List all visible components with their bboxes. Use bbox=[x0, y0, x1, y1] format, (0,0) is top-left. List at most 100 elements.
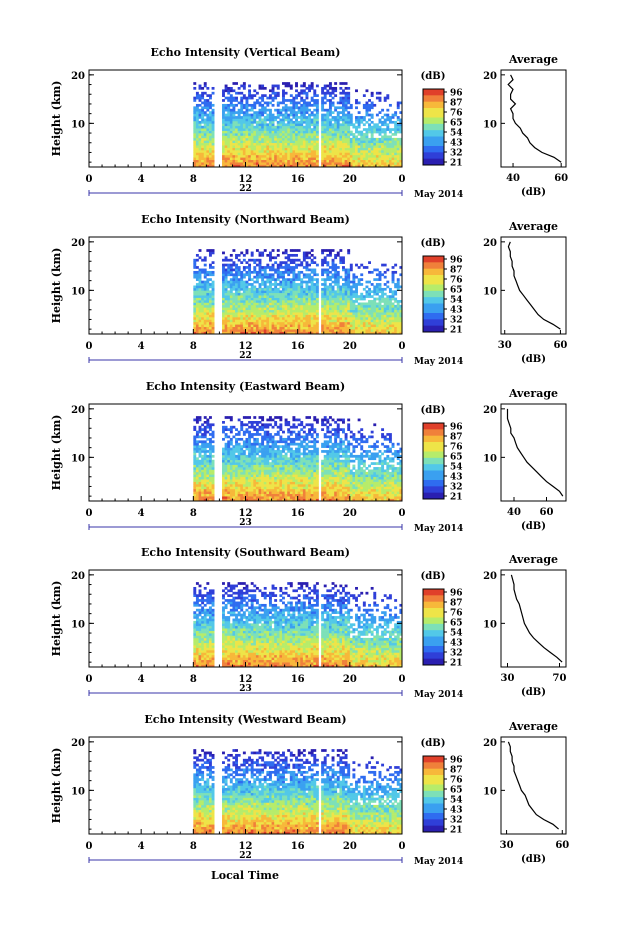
heatmap-cell bbox=[196, 143, 199, 146]
heatmap-cell bbox=[272, 162, 275, 165]
heatmap-cell bbox=[266, 133, 269, 136]
heatmap-cell bbox=[193, 317, 196, 320]
heatmap-cell bbox=[334, 87, 337, 90]
heatmap-cell bbox=[266, 150, 269, 153]
heatmap-cell bbox=[321, 160, 324, 163]
heatmap-cell bbox=[235, 469, 238, 472]
heatmap-cell bbox=[305, 266, 308, 269]
heatmap-cell bbox=[196, 465, 199, 468]
heatmap-cell bbox=[222, 298, 225, 301]
heatmap-cell bbox=[193, 126, 196, 129]
heatmap-cell bbox=[253, 460, 256, 463]
heatmap-cell bbox=[201, 486, 204, 489]
heatmap-cell bbox=[225, 281, 228, 284]
heatmap-cell bbox=[316, 114, 319, 117]
heatmap-cell bbox=[316, 298, 319, 301]
heatmap-cell bbox=[321, 264, 324, 267]
heatmap-cell bbox=[206, 148, 209, 151]
heatmap-cell bbox=[394, 138, 397, 141]
heatmap-cell bbox=[238, 162, 241, 165]
heatmap-cell bbox=[392, 324, 395, 327]
heatmap-cell bbox=[334, 315, 337, 318]
heatmap-cell bbox=[225, 264, 228, 267]
heatmap-cell bbox=[347, 92, 350, 95]
heatmap-cell bbox=[248, 109, 251, 112]
heatmap-cell bbox=[222, 477, 225, 480]
heatmap-cell bbox=[384, 150, 387, 153]
heatmap-cell bbox=[264, 445, 267, 448]
heatmap-cell bbox=[277, 302, 280, 305]
heatmap-cell bbox=[285, 145, 288, 148]
heatmap-cell bbox=[243, 269, 246, 272]
heatmap-cell bbox=[326, 121, 329, 124]
heatmap-cell bbox=[305, 298, 308, 301]
heatmap-cell bbox=[311, 254, 314, 257]
heatmap-cell bbox=[347, 157, 350, 160]
heatmap-cell bbox=[290, 254, 293, 257]
heatmap-cell bbox=[227, 443, 230, 446]
heatmap-cell bbox=[313, 324, 316, 327]
heatmap-cell bbox=[337, 138, 340, 141]
heatmap-cell bbox=[295, 319, 298, 322]
heatmap-cell bbox=[303, 281, 306, 284]
heatmap-cell bbox=[379, 319, 382, 322]
heatmap-cell bbox=[240, 126, 243, 129]
heatmap-cell bbox=[253, 433, 256, 436]
heatmap-cell bbox=[256, 138, 259, 141]
heatmap-cell bbox=[256, 131, 259, 134]
heatmap-cell bbox=[350, 295, 353, 298]
heatmap-cell bbox=[337, 281, 340, 284]
heatmap-cell bbox=[274, 329, 277, 332]
heatmap-cell bbox=[199, 131, 202, 134]
heatmap-cell bbox=[321, 116, 324, 119]
heatmap-cell bbox=[196, 421, 199, 424]
heatmap-cell bbox=[379, 278, 382, 281]
heatmap-cell bbox=[332, 160, 335, 163]
y-tick-label: 10 bbox=[71, 286, 85, 297]
heatmap-cell bbox=[358, 298, 361, 301]
heatmap-cell bbox=[379, 315, 382, 318]
heatmap-cell bbox=[209, 152, 212, 155]
heatmap-cell bbox=[324, 302, 327, 305]
heatmap-cell bbox=[209, 254, 212, 257]
heatmap-cell bbox=[232, 322, 235, 325]
heatmap-cell bbox=[212, 496, 215, 499]
heatmap-cell bbox=[332, 128, 335, 131]
heatmap-cell bbox=[329, 131, 332, 134]
heatmap-cell bbox=[259, 264, 262, 267]
heatmap-cell bbox=[204, 312, 207, 315]
heatmap-cell bbox=[261, 445, 264, 448]
heatmap-cell bbox=[248, 131, 251, 134]
heatmap-cells bbox=[193, 416, 402, 501]
heatmap-cell bbox=[201, 145, 204, 148]
heatmap-cell bbox=[196, 160, 199, 163]
heatmap-cell bbox=[240, 102, 243, 105]
heatmap-cell bbox=[311, 131, 314, 134]
heatmap-cell bbox=[243, 305, 246, 308]
heatmap-cell bbox=[392, 128, 395, 131]
heatmap-cell bbox=[232, 157, 235, 160]
heatmap-cell bbox=[274, 315, 277, 318]
heatmap-cell bbox=[235, 310, 238, 313]
heatmap-cell bbox=[381, 315, 384, 318]
heatmap-cell bbox=[342, 283, 345, 286]
heatmap-cell bbox=[352, 319, 355, 322]
heatmap-cell bbox=[248, 462, 251, 465]
heatmap-cell bbox=[230, 491, 233, 494]
heatmap-cell bbox=[230, 453, 233, 456]
heatmap-cell bbox=[316, 143, 319, 146]
heatmap-cell bbox=[371, 315, 374, 318]
heatmap-cell bbox=[334, 269, 337, 272]
heatmap-cell bbox=[321, 102, 324, 105]
heatmap-cell bbox=[235, 298, 238, 301]
heatmap-cell bbox=[201, 423, 204, 426]
heatmap-cell bbox=[397, 312, 400, 315]
heatmap-cell bbox=[193, 111, 196, 114]
heatmap-cell bbox=[350, 121, 353, 124]
heatmap-cell bbox=[222, 145, 225, 148]
heatmap-cell bbox=[311, 329, 314, 332]
heatmap-cell bbox=[259, 329, 262, 332]
heatmap-cell bbox=[225, 155, 228, 158]
heatmap-cell bbox=[259, 116, 262, 119]
heatmap-cell bbox=[212, 469, 215, 472]
